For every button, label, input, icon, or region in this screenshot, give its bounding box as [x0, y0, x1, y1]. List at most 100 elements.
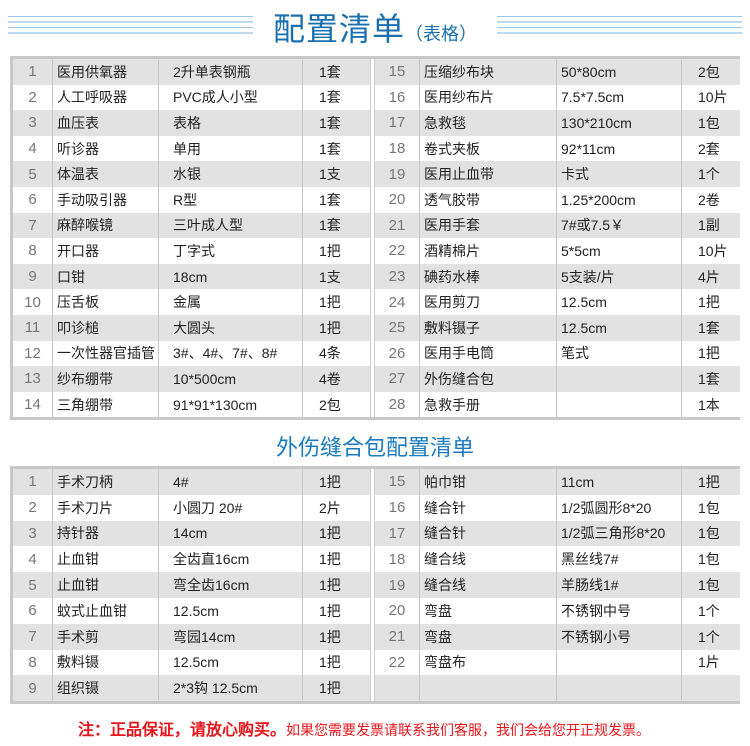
- cell-num: 18: [375, 135, 420, 162]
- cell-name: 酒精棉片: [420, 238, 557, 264]
- cell-num: 8: [13, 238, 53, 264]
- table-row: 18 卷式夹板 92*11cm 2套: [375, 135, 740, 162]
- table-row: 19 医用止血带 卡式 1个: [375, 161, 740, 187]
- cell-num: 22: [375, 649, 420, 676]
- cell-qty: 1把: [319, 294, 341, 311]
- cell-spec: 弯全齿16cm: [159, 572, 303, 598]
- table-row: 13 纱布绷带 10*500cm 4卷: [13, 366, 370, 392]
- cell-num: 20: [375, 186, 420, 213]
- cell-spec: 91*91*130cm: [159, 391, 303, 418]
- cell-num: 20: [375, 597, 420, 624]
- table-row: 6 蚊式止血钳 12.5cm 1把: [13, 597, 370, 624]
- cell-num: 16: [375, 494, 420, 521]
- table-row: 2 手术刀片 小圆刀 20# 2片: [13, 494, 370, 521]
- cell-spec: [557, 649, 682, 676]
- table-row: 28 急救手册 1本: [375, 391, 740, 418]
- cell-spec: 12.5cm: [557, 314, 682, 341]
- title-main: 配置清单: [272, 11, 405, 47]
- cell-qty: 1把: [698, 345, 720, 362]
- cell-num: 19: [375, 572, 420, 598]
- cell-name: 三角绷带: [53, 391, 159, 418]
- cell-qty: 1套: [319, 191, 341, 208]
- cell-num: 18: [375, 546, 420, 573]
- table-row: [375, 675, 740, 702]
- footer-note-bold: 注：正品保证，请放心购买。: [78, 722, 287, 739]
- cell-qty: 1把: [319, 628, 341, 645]
- cell-name: 止血钳: [53, 572, 159, 598]
- cell-spec: 2升单表钢瓶: [159, 59, 303, 85]
- cell-num: 15: [375, 469, 420, 495]
- cell-spec: 12.5cm: [159, 649, 303, 676]
- cell-spec: 水银: [159, 161, 303, 187]
- cell-name: 压缩纱布块: [420, 59, 557, 85]
- cell-name: 医用止血带: [420, 161, 557, 187]
- config-table-left: 1 医用供氧器 2升单表钢瓶 1套 2 人工呼吸器 PVC成人小型 1套 3 血压表 表格 1套 4 听诊…: [13, 59, 371, 418]
- table-row: 5 体温表 水银 1支: [13, 161, 370, 187]
- cell-num: 19: [375, 161, 420, 187]
- cell-spec: 笔式: [557, 340, 682, 367]
- cell-spec: 1/2弧圆形8*20: [557, 494, 682, 521]
- cell-name: 医用供氧器: [53, 59, 159, 85]
- cell-spec: 全齿直16cm: [159, 546, 303, 573]
- cell-qty: 1包: [698, 114, 720, 131]
- cell-num: 9: [13, 675, 53, 702]
- table-row: 19 缝合线 羊肠线1# 1包: [375, 572, 740, 598]
- table-row: 20 透气胶带 1.25*200cm 2卷: [375, 186, 740, 213]
- cell-qty: 1片: [698, 654, 720, 671]
- cell-qty: 1支: [319, 268, 341, 285]
- cell-name: 医用纱布片: [420, 84, 557, 111]
- cell-num: 7: [13, 212, 53, 239]
- table-row: 3 持针器 14cm 1把: [13, 520, 370, 547]
- cell-spec: 130*210cm: [557, 110, 682, 136]
- cell-num: 25: [375, 314, 420, 341]
- title-sub: （表格）: [405, 24, 477, 44]
- table-row: 1 医用供氧器 2升单表钢瓶 1套: [13, 59, 370, 85]
- cell-spec: 黑丝线7#: [557, 546, 682, 573]
- cell-qty: 1把: [319, 654, 341, 671]
- cell-num: 16: [375, 84, 420, 111]
- suture-table-right: 15 帕巾钳 11cm 1把 16 缝合针 1/2弧圆形8*20 1包 17 缝合针 1/2弧三角形…: [374, 469, 740, 702]
- table-row: 12 一次性器官插管 3#、4#、7#、8# 4条: [13, 340, 370, 367]
- table-row: 9 口钳 18cm 1支: [13, 263, 370, 290]
- cell-spec: 弯园14cm: [159, 623, 303, 650]
- cell-name: 持针器: [53, 520, 159, 547]
- cell-spec: 12.5cm: [557, 289, 682, 315]
- cell-qty: 1个: [698, 602, 720, 619]
- cell-qty: 4卷: [319, 370, 341, 387]
- cell-spec: 1.25*200cm: [557, 186, 682, 213]
- cell-qty: 2包: [319, 396, 341, 413]
- table-row: 4 止血钳 全齿直16cm 1把: [13, 546, 370, 573]
- cell-qty: 1副: [698, 217, 720, 234]
- cell-name: 敷料镊: [53, 649, 159, 676]
- cell-num: [375, 675, 420, 702]
- cell-num: 28: [375, 391, 420, 418]
- cell-name: 手术剪: [53, 623, 159, 650]
- cell-qty: 1套: [319, 217, 341, 234]
- cell-name: 外伤缝合包: [420, 366, 557, 392]
- cell-num: 21: [375, 623, 420, 650]
- table-row: 20 弯盘 不锈钢中号 1个: [375, 597, 740, 624]
- suture-table-left: 1 手术刀柄 4# 1把 2 手术刀片 小圆刀 20# 2片 3 持针器 14cm 1把 4 止血钳 全齿直…: [13, 469, 371, 702]
- cell-qty: [682, 675, 739, 701]
- cell-qty: 1套: [698, 370, 720, 387]
- cell-name: 医用手电筒: [420, 340, 557, 367]
- table-row: 23 碘药水棒 5支装/片 4片: [375, 263, 740, 290]
- config-table-right: 15 压缩纱布块 50*80cm 2包 16 医用纱布片 7.5*7.5cm 10片 17 急救毯…: [374, 59, 740, 418]
- cell-qty: 1包: [698, 499, 720, 516]
- cell-num: 26: [375, 340, 420, 367]
- cell-spec: PVC成人小型: [159, 84, 303, 111]
- cell-num: 8: [13, 649, 53, 676]
- cell-qty: 1包: [698, 525, 720, 542]
- cell-spec: 表格: [159, 110, 303, 136]
- cell-name: 弯盘: [420, 623, 557, 650]
- table-row: 17 缝合针 1/2弧三角形8*20 1包: [375, 520, 740, 547]
- cell-qty: 1把: [698, 294, 720, 311]
- cell-qty: 1把: [319, 525, 341, 542]
- cell-num: 22: [375, 238, 420, 264]
- cell-spec: 1/2弧三角形8*20: [557, 520, 682, 547]
- cell-spec: 羊肠线1#: [557, 572, 682, 598]
- cell-qty: 1套: [319, 114, 341, 131]
- cell-name: [420, 675, 557, 702]
- cell-name: 弯盘布: [420, 649, 557, 676]
- cell-qty: 2套: [698, 140, 720, 157]
